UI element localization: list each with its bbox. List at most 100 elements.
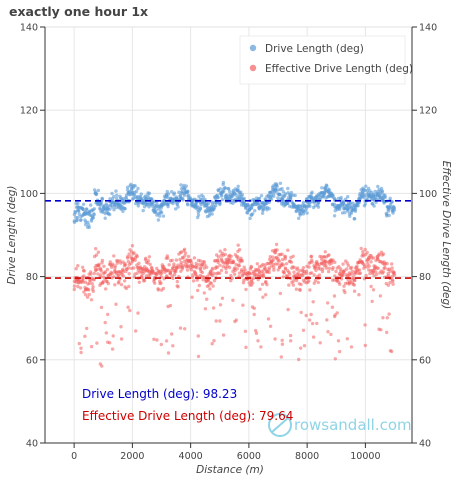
point-drive-length xyxy=(92,212,96,216)
point-effective-drive-length xyxy=(166,256,170,260)
point-effective-drive-length xyxy=(236,257,240,262)
point-drive-length xyxy=(392,208,397,212)
point-drive-length xyxy=(75,218,79,222)
point-drive-length xyxy=(79,218,83,222)
point-drive-length xyxy=(73,210,78,215)
point-effective-drive-length xyxy=(298,288,302,292)
point-drive-length xyxy=(390,200,394,204)
point-effective-drive-length xyxy=(313,278,318,283)
point-effective-drive-length xyxy=(387,312,391,316)
point-drive-length xyxy=(242,196,246,201)
point-effective-drive-length xyxy=(205,274,210,279)
point-effective-drive-length xyxy=(89,344,94,349)
point-effective-drive-length xyxy=(334,269,338,274)
point-effective-drive-length xyxy=(197,263,201,267)
point-effective-drive-length xyxy=(203,307,208,311)
point-effective-drive-length xyxy=(299,282,303,287)
point-effective-drive-length xyxy=(234,318,238,322)
point-effective-drive-length xyxy=(196,334,200,338)
point-effective-drive-length xyxy=(349,265,354,270)
point-effective-drive-length xyxy=(264,293,268,297)
point-effective-drive-length xyxy=(369,284,373,289)
point-effective-drive-length xyxy=(180,265,185,269)
point-effective-drive-length xyxy=(294,287,299,291)
point-drive-length xyxy=(353,207,358,211)
point-effective-drive-length xyxy=(282,271,286,275)
point-drive-length xyxy=(77,209,81,213)
point-drive-length xyxy=(372,204,376,208)
point-effective-drive-length xyxy=(304,271,309,276)
point-effective-drive-length xyxy=(147,255,152,259)
point-effective-drive-length xyxy=(135,271,139,275)
y2-tick-label: 120 xyxy=(419,106,437,117)
y2-tick-label: 100 xyxy=(419,189,437,200)
point-effective-drive-length xyxy=(220,296,225,300)
point-drive-length xyxy=(297,216,301,220)
point-effective-drive-length xyxy=(211,306,216,310)
point-effective-drive-length xyxy=(291,283,296,287)
point-effective-drive-length xyxy=(272,265,276,270)
watermark: rowsandall.com xyxy=(268,413,412,437)
point-drive-length xyxy=(253,209,257,213)
point-effective-drive-length xyxy=(308,318,312,322)
point-drive-length xyxy=(249,206,254,210)
point-drive-length xyxy=(115,193,119,197)
point-effective-drive-length xyxy=(216,255,221,259)
point-drive-length xyxy=(392,205,396,210)
y2-tick-label: 140 xyxy=(419,23,437,34)
point-effective-drive-length xyxy=(271,255,275,259)
point-effective-drive-length xyxy=(209,281,213,285)
point-effective-drive-length xyxy=(327,253,331,257)
point-effective-drive-length xyxy=(127,252,131,256)
point-effective-drive-length xyxy=(168,303,173,308)
y-tick-label: 60 xyxy=(26,355,38,366)
point-effective-drive-length xyxy=(221,333,226,337)
point-effective-drive-length xyxy=(311,335,316,339)
point-effective-drive-length xyxy=(166,351,171,355)
point-effective-drive-length xyxy=(309,312,313,317)
point-effective-drive-length xyxy=(273,337,277,341)
point-effective-drive-length xyxy=(247,272,252,276)
point-drive-length xyxy=(364,184,368,188)
point-drive-length xyxy=(217,201,222,205)
point-effective-drive-length xyxy=(81,280,85,284)
point-effective-drive-length xyxy=(81,277,85,281)
point-effective-drive-length xyxy=(200,262,204,266)
point-effective-drive-length xyxy=(327,266,332,270)
point-effective-drive-length xyxy=(135,254,139,259)
point-effective-drive-length xyxy=(194,261,198,266)
point-effective-drive-length xyxy=(252,312,256,317)
point-drive-length xyxy=(136,204,140,208)
point-effective-drive-length xyxy=(144,256,148,260)
point-drive-length xyxy=(352,217,357,221)
x-tick-label: 0 xyxy=(71,451,77,462)
point-effective-drive-length xyxy=(371,288,376,292)
point-effective-drive-length xyxy=(292,270,296,274)
point-drive-length xyxy=(85,207,89,212)
point-drive-length xyxy=(81,202,86,206)
point-drive-length xyxy=(216,195,220,200)
point-drive-length xyxy=(114,189,118,193)
point-effective-drive-length xyxy=(119,325,123,329)
point-effective-drive-length xyxy=(96,250,101,254)
point-drive-length xyxy=(170,190,174,194)
point-effective-drive-length xyxy=(191,273,195,277)
point-drive-length xyxy=(272,192,276,196)
legend-label-effective-drive-length: Effective Drive Length (deg) xyxy=(265,63,413,75)
point-effective-drive-length xyxy=(113,264,117,268)
point-drive-length xyxy=(363,202,367,206)
point-drive-length xyxy=(327,188,332,192)
point-effective-drive-length xyxy=(391,282,395,286)
point-effective-drive-length xyxy=(100,258,105,263)
point-effective-drive-length xyxy=(103,320,107,325)
annotation-drive-length: Drive Length (deg): 98.23 xyxy=(82,387,237,401)
point-effective-drive-length xyxy=(268,324,273,328)
point-drive-length xyxy=(356,204,360,208)
point-effective-drive-length xyxy=(381,270,385,274)
point-effective-drive-length xyxy=(212,279,217,283)
point-effective-drive-length xyxy=(308,288,312,292)
point-effective-drive-length xyxy=(87,292,92,297)
point-effective-drive-length xyxy=(98,273,103,277)
point-effective-drive-length xyxy=(368,271,372,276)
